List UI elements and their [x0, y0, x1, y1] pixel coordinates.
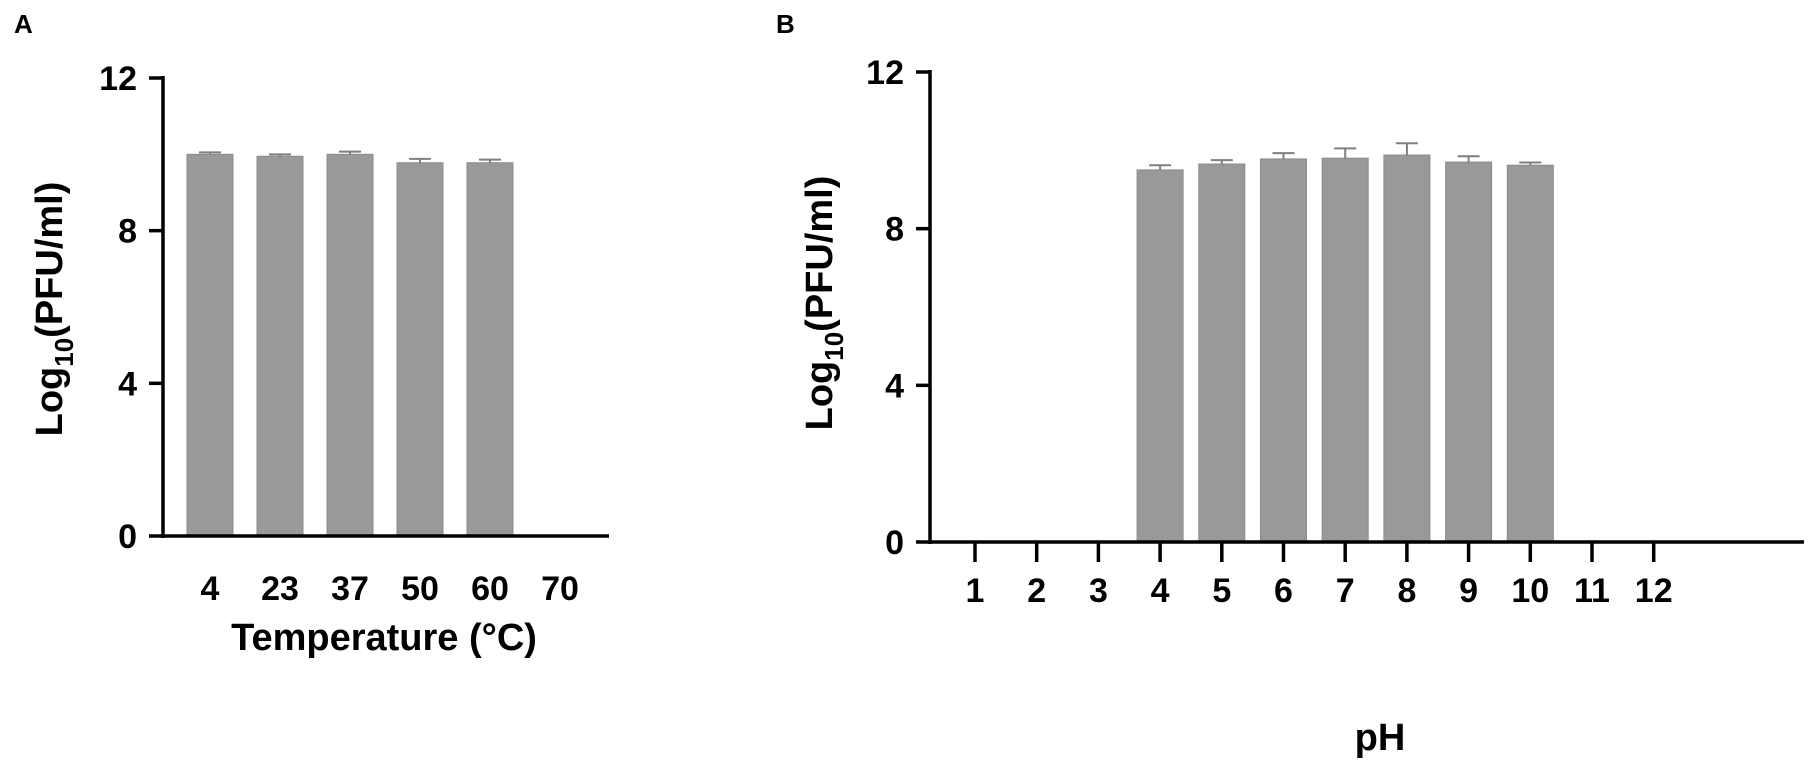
panel-a-bar: [396, 162, 444, 537]
panel-a-y-tick-label: 4: [118, 365, 137, 403]
panel-b-x-tick-label: 6: [1274, 572, 1293, 610]
panel-b-x-tick-label: 1: [966, 572, 985, 610]
panel-b-bars: [1136, 154, 1554, 543]
panel-b-x-tick-label: 11: [1574, 572, 1610, 610]
panel-b-y-tick-label: 4: [885, 367, 904, 405]
panel-a-error-bars: [199, 150, 501, 163]
panel-b-bar: [1506, 164, 1554, 543]
panel-a-x-tick-label: 70: [541, 570, 579, 608]
panel-b-x-tick-label: 12: [1635, 572, 1673, 610]
panel-b-x-tick-label: 5: [1212, 572, 1231, 610]
panel-a-x-tick-label: 23: [261, 570, 299, 608]
panel-a-bar: [326, 153, 374, 537]
panel-b-bar: [1445, 161, 1493, 543]
panel-b-label: B: [776, 9, 795, 39]
panel-a-y-ticks: 0 4 8 12: [99, 60, 163, 556]
panel-b-y-tick-label: 8: [885, 211, 904, 249]
panel-b-x-tick-label: 4: [1151, 572, 1170, 610]
panel-a-bar: [256, 155, 304, 537]
panel-a-x-tick-label: 37: [331, 570, 369, 608]
panel-a-bar: [466, 162, 514, 537]
panel-b-y-tick-label: 0: [885, 524, 904, 562]
panel-b-x-tick-label: 3: [1089, 572, 1108, 610]
panel-a-bar: [186, 153, 234, 537]
panel-a-y-tick-label: 0: [118, 518, 137, 556]
panel-a-x-tick-label: 50: [401, 570, 439, 608]
panel-b-x-tick-label: 8: [1397, 572, 1416, 610]
panel-a: A Log10(PFU/ml) 0 4 8 12 4 23 37 50 60 70 Temper…: [14, 9, 609, 659]
panel-b-y-axis-title: Log10(PFU/ml): [799, 176, 849, 431]
panel-b-y-tick-label: 12: [866, 54, 904, 92]
panel-b-bar: [1136, 169, 1184, 543]
panel-b-bar: [1383, 154, 1431, 543]
panel-a-y-tick-label: 8: [118, 213, 137, 251]
panel-a-y-tick-label: 12: [99, 60, 137, 98]
panel-b-x-axis-title: pH: [1355, 717, 1406, 759]
panel-b-x-tick-label: 7: [1336, 572, 1355, 610]
panel-b-y-ticks: 0 4 8 12: [866, 54, 930, 562]
panel-b-error-bars: [1149, 142, 1542, 170]
panel-a-x-axis-title: Temperature (°C): [231, 617, 537, 659]
panel-b-x-tick-label: 2: [1027, 572, 1046, 610]
panel-a-x-tick-label: 60: [471, 570, 509, 608]
panel-b-bar: [1321, 157, 1369, 543]
panel-b-bar: [1198, 163, 1246, 543]
panel-a-x-ticks: 4 23 37 50 60 70: [201, 570, 579, 608]
panel-b-x-tick-label: 10: [1511, 572, 1549, 610]
panel-b-x-tick-label: 9: [1459, 572, 1478, 610]
panel-b-bar: [1260, 158, 1307, 543]
panel-a-label: A: [14, 9, 33, 39]
panel-a-bars: [186, 153, 514, 537]
panel-a-y-axis-title: Log10(PFU/ml): [29, 182, 79, 437]
panel-b-x-ticks: 1 2 3 4 5 6 7 8 9 10 11 12: [966, 542, 1673, 610]
panel-a-x-tick-label: 4: [201, 570, 220, 608]
